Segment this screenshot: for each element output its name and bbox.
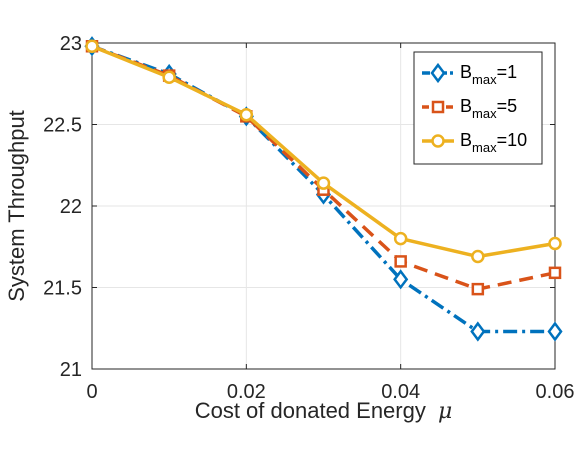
y-tick-label: 22.5 xyxy=(43,115,82,137)
legend-label: Bmax=5 xyxy=(460,96,517,121)
legend-label-suffix: =1 xyxy=(497,62,518,82)
data-point xyxy=(394,255,407,268)
legend-label: Bmax=1 xyxy=(460,62,517,87)
data-point xyxy=(316,176,331,190)
data-point xyxy=(239,107,254,122)
legend-label-sub: max xyxy=(472,140,497,155)
x-tick-label: 0.06 xyxy=(536,381,575,403)
data-point xyxy=(470,321,486,342)
legend-label-sub: max xyxy=(472,72,497,87)
data-point xyxy=(471,249,485,264)
data-point xyxy=(393,231,408,246)
data-point xyxy=(548,236,562,251)
legend-label-suffix: =5 xyxy=(497,96,518,116)
series-3 xyxy=(85,39,562,264)
x-tick-label: 0.04 xyxy=(381,381,420,403)
legend-marker xyxy=(431,134,445,148)
data-point xyxy=(85,39,99,54)
legend-marker xyxy=(430,62,446,84)
y-tick-label: 22 xyxy=(60,196,82,218)
data-point xyxy=(547,321,563,342)
x-axis-label-symbol: μ xyxy=(438,399,452,424)
x-tick-label: 0 xyxy=(86,381,97,403)
legend-label: Bmax=10 xyxy=(460,130,527,155)
x-axis-label-text: Cost of donated Energy xyxy=(195,398,426,423)
data-point xyxy=(471,282,485,296)
y-tick-label: 21 xyxy=(60,359,82,381)
y-tick-label: 21.5 xyxy=(43,278,82,300)
legend-label-main: B xyxy=(460,130,472,150)
axis-ticks: 0 0.02 0.04 0.06 21 21.5 22 22.5 23 xyxy=(43,33,574,403)
legend-label-suffix: =10 xyxy=(497,130,528,150)
legend-label-sub: max xyxy=(472,106,497,121)
legend-marker xyxy=(431,100,445,114)
data-point xyxy=(548,266,562,280)
data-point xyxy=(162,70,176,84)
data-point xyxy=(393,269,409,290)
legend-label-main: B xyxy=(460,62,472,82)
legend-label-main: B xyxy=(460,96,472,116)
x-tick-label: 0.02 xyxy=(227,381,266,403)
y-tick-label: 23 xyxy=(60,33,82,55)
x-axis-label: Cost of donated Energy μ xyxy=(195,398,453,424)
series-layer xyxy=(84,36,563,342)
y-axis-label: System Throughput xyxy=(4,110,29,302)
